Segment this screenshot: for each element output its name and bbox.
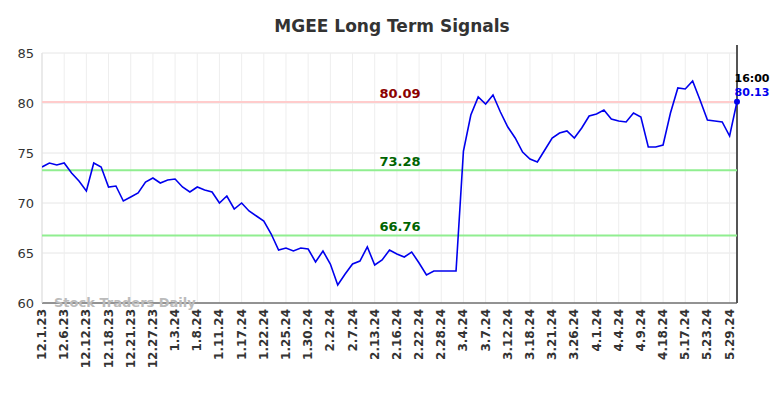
- title: MGEE Long Term Signals: [274, 16, 509, 36]
- plot: [42, 81, 737, 285]
- y-tick-label: 70: [17, 196, 34, 211]
- x-tick-label: 2.22.24: [412, 309, 426, 360]
- grid-line: [86, 53, 87, 303]
- y-axis: [42, 53, 43, 303]
- reference-label: 73.28: [379, 154, 420, 169]
- grid-line: [175, 53, 176, 303]
- x-tick-label: 3.7.24: [479, 309, 493, 352]
- x-tick-label: 4.9.24: [634, 309, 648, 352]
- last-value: 80.13: [735, 86, 770, 99]
- grid-line: [42, 253, 737, 254]
- price-line: [42, 81, 737, 285]
- grid-line: [64, 53, 65, 303]
- grid-line: [485, 53, 486, 303]
- x-tick-label: 4.18.24: [656, 309, 670, 360]
- x-tick-label: 3.18.24: [523, 309, 537, 360]
- grid-line: [640, 53, 641, 303]
- grid-line: [685, 53, 686, 303]
- x-tick-label: 1.25.24: [279, 309, 293, 360]
- grid-line: [42, 103, 737, 104]
- watermark: Stock Traders Daily: [54, 295, 196, 310]
- x-tick-label: 1.22.24: [257, 309, 271, 360]
- grid-line: [285, 53, 286, 303]
- x-tick-label: 12.18.23: [102, 309, 116, 368]
- grid-line: [507, 53, 508, 303]
- y-tick-label: 80: [17, 96, 34, 111]
- grid-line: [463, 53, 464, 303]
- x-tick-label: 5.17.24: [678, 309, 692, 360]
- grid-line: [108, 53, 109, 303]
- x-tick-label: 4.1.24: [590, 309, 604, 352]
- chart: MGEE Long Term Signals 60 65 70 75 80 85 12.1.2…: [0, 0, 784, 398]
- grid-line: [130, 53, 131, 303]
- grid-line: [241, 53, 242, 303]
- x-tick-label: 3.26.24: [567, 309, 581, 360]
- grid-line: [308, 53, 309, 303]
- reference-line: [42, 101, 737, 103]
- x-tick-label: 5.29.24: [723, 309, 737, 360]
- grid-line: [42, 53, 43, 303]
- x-tick-label: 2.2.24: [323, 309, 337, 352]
- x-tick-label: 12.27.23: [146, 309, 160, 368]
- x-tick-label: 3.12.24: [501, 309, 515, 360]
- x-tick-label: 3.4.24: [456, 309, 470, 352]
- x-tick-label: 5.23.24: [700, 309, 714, 360]
- grid-line: [663, 53, 664, 303]
- grid-line: [729, 53, 730, 303]
- grid-line: [596, 53, 597, 303]
- x-tick-label: 12.6.23: [57, 309, 71, 360]
- y-tick-label: 85: [17, 46, 34, 61]
- x-tick-label: 2.13.24: [368, 309, 382, 360]
- reference-line: [42, 169, 737, 171]
- x-tick-label: 12.1.23: [35, 309, 49, 360]
- reference-line: [42, 234, 737, 236]
- reference-label: 80.09: [379, 86, 420, 101]
- grid-line: [42, 203, 737, 204]
- x-tick-label: 2.7.24: [346, 309, 360, 352]
- grid-line: [707, 53, 708, 303]
- grid-line: [441, 53, 442, 303]
- x-tick-label: 1.30.24: [301, 309, 315, 360]
- grid-line: [529, 53, 530, 303]
- y-tick-label: 75: [17, 146, 34, 161]
- x-tick-label: 1.17.24: [235, 309, 249, 360]
- grid-line: [42, 53, 737, 54]
- grid-line: [618, 53, 619, 303]
- reference-label: 66.76: [379, 219, 420, 234]
- x-tick-label: 1.11.24: [212, 309, 226, 360]
- grid-line: [552, 53, 553, 303]
- grid-line: [219, 53, 220, 303]
- x-tick-label: 1.3.24: [168, 309, 182, 352]
- x-tick-label: 2.16.24: [390, 309, 404, 360]
- x-tick-label: 12.21.23: [124, 309, 138, 368]
- x-tick-label: 2.28.24: [434, 309, 448, 360]
- x-tick-label: 3.21.24: [545, 309, 559, 360]
- grid-line: [197, 53, 198, 303]
- grid-line: [263, 53, 264, 303]
- y-tick-label: 65: [17, 246, 34, 261]
- x-tick-label: 1.8.24: [190, 309, 204, 352]
- grid-line: [574, 53, 575, 303]
- x-tick-label: 12.12.23: [79, 309, 93, 368]
- last-point: [734, 99, 740, 105]
- last-time: 16:00: [734, 72, 769, 85]
- y-tick-label: 60: [17, 296, 34, 311]
- x-tick-label: 4.4.24: [612, 309, 626, 352]
